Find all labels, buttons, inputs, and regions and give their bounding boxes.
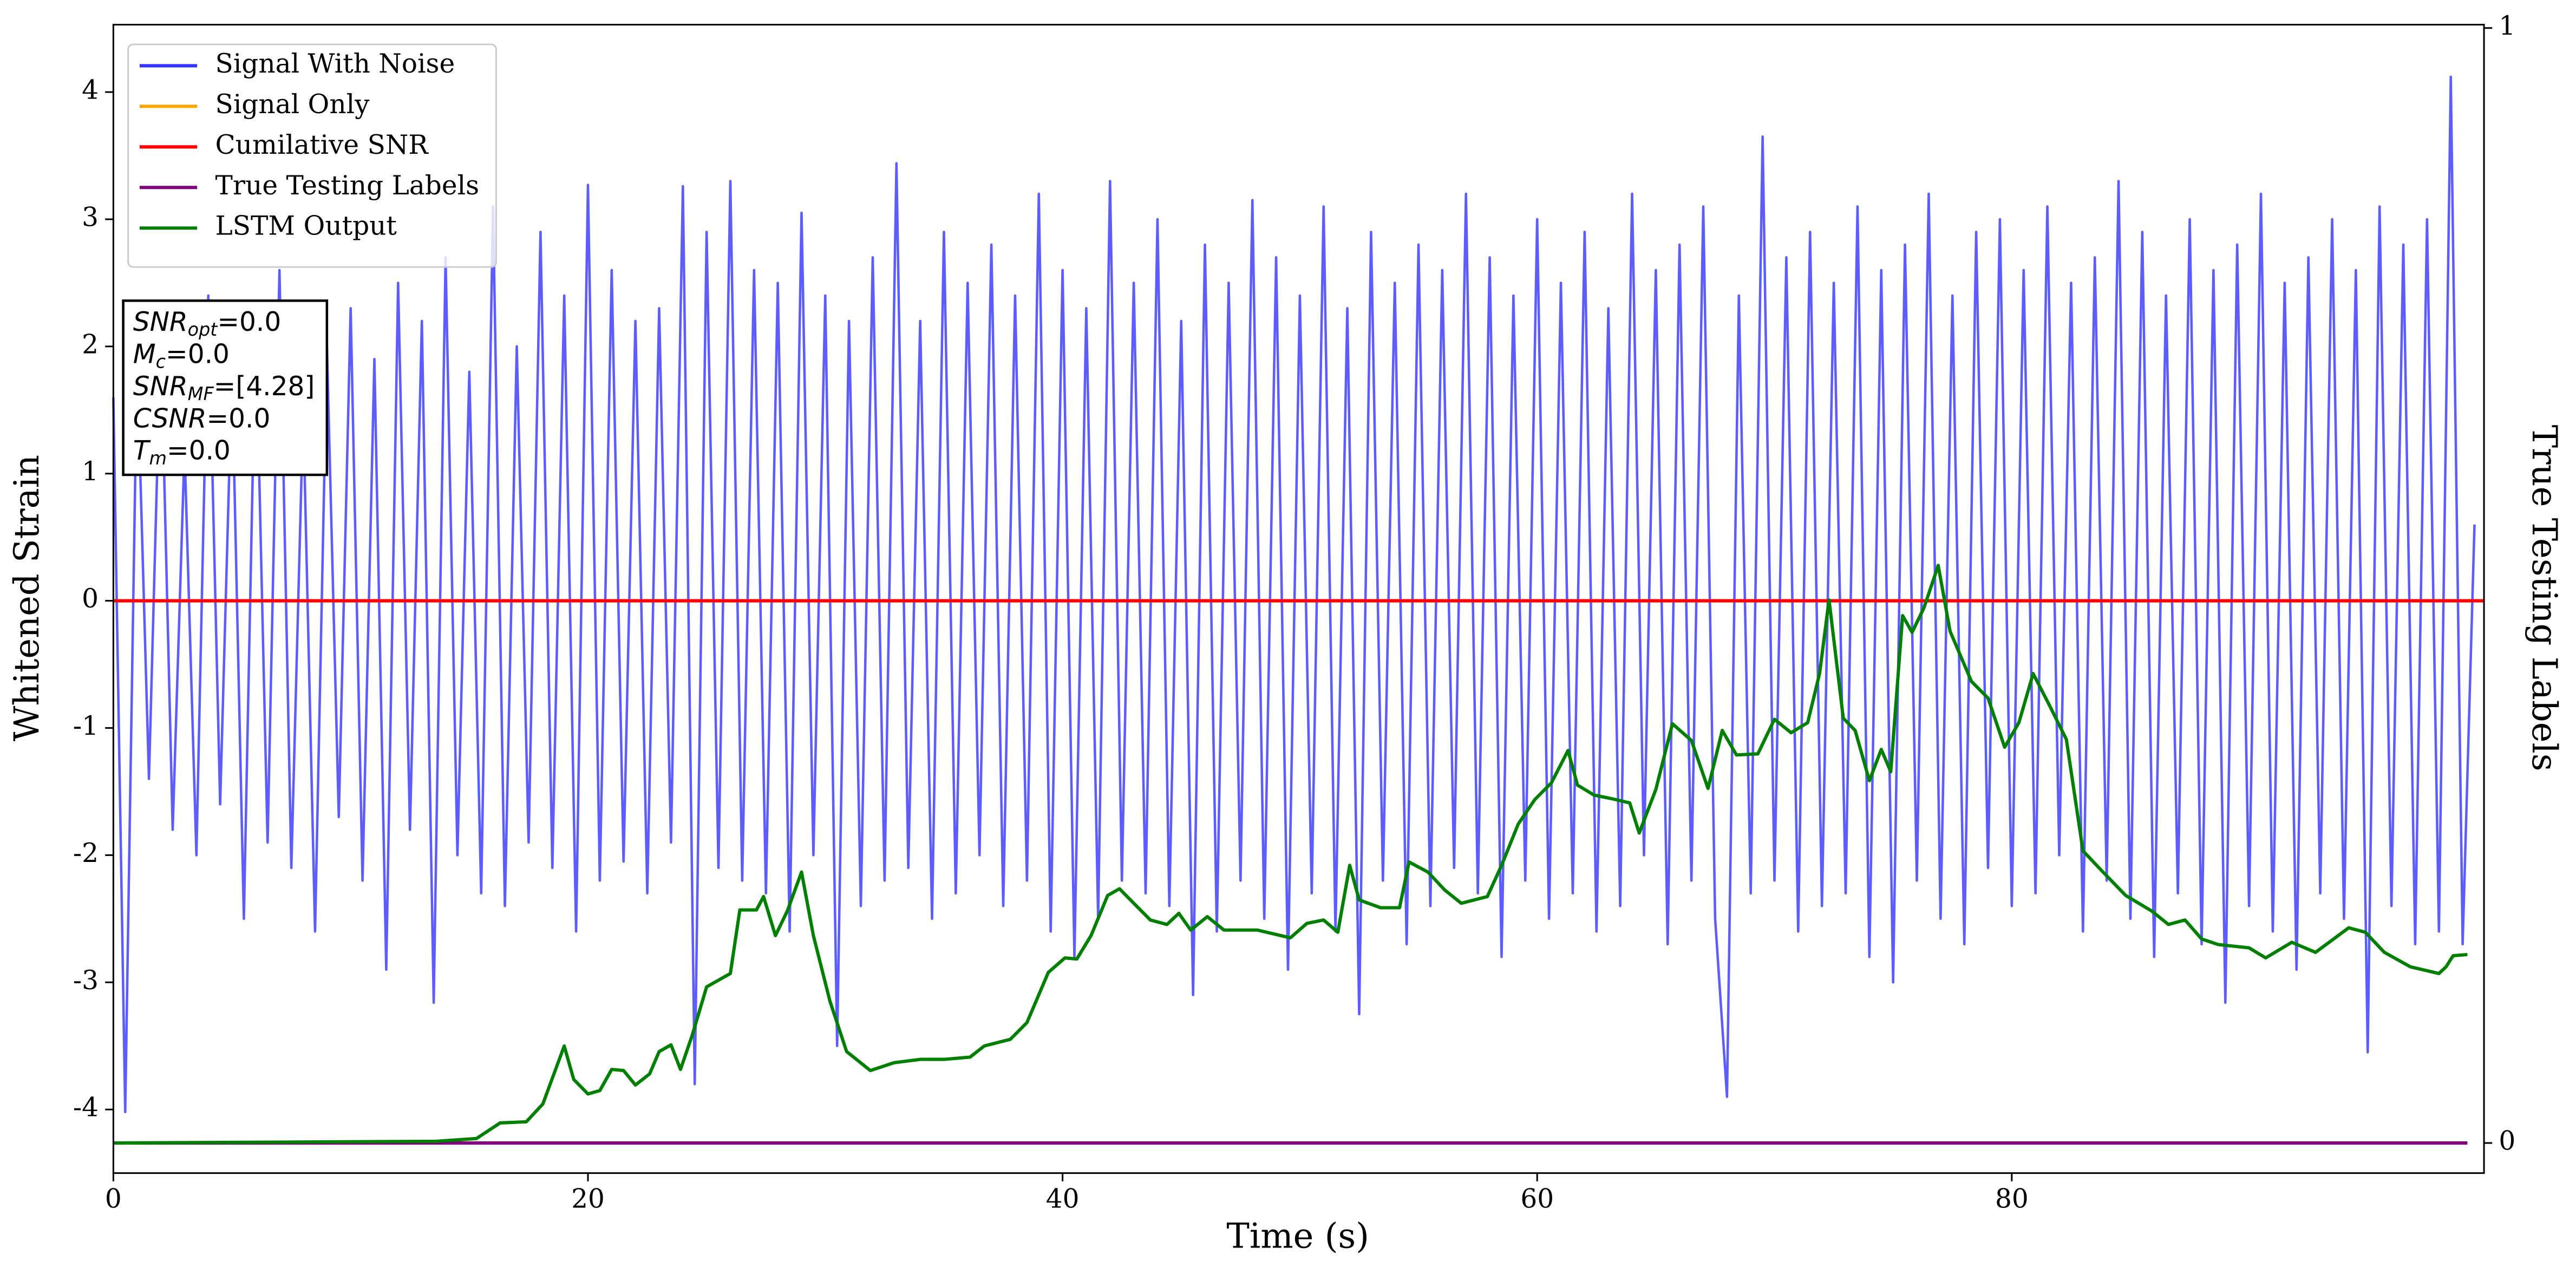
y2-tick-label: 1 (2499, 11, 2515, 41)
annotation-value: =0.0 (206, 403, 270, 434)
y-tick-label: 2 (82, 329, 99, 360)
annotation-value: =0.0 (167, 436, 231, 466)
annotation-value: =0.0 (166, 339, 230, 369)
annotation-box (122, 299, 329, 476)
y-axis-label: Whitened Strain (7, 455, 47, 741)
annotation-value: =[4.28] (214, 371, 315, 402)
annotation-subscript: opt (188, 318, 219, 339)
x-tick-label: 20 (571, 1184, 605, 1214)
y-tick-label: -2 (73, 838, 99, 868)
annotation-text: SNRMF=[4.28] (133, 371, 315, 404)
y-tick-label: 4 (82, 75, 99, 106)
y2-tick-label: 0 (2499, 1126, 2515, 1157)
series-line (112, 75, 2476, 1114)
annotation-symbol: SNR (133, 307, 188, 337)
annotation-symbol: SNR (133, 371, 188, 402)
annotation-subscript: m (149, 447, 167, 468)
legend-box (127, 43, 497, 268)
series-line (113, 564, 2468, 1145)
legend-label: LSTM Output (215, 211, 397, 241)
annotation-symbol: CSNR (133, 403, 207, 434)
annotation-text: CSNR=0.0 (133, 403, 271, 434)
annotation-symbol: T (133, 436, 151, 466)
legend-label: Signal Only (215, 89, 370, 120)
x-axis-label: Time (s) (1226, 1217, 1369, 1257)
y-tick-label: 0 (82, 584, 99, 614)
annotation-subscript: MF (188, 383, 214, 404)
x-tick-label: 60 (1520, 1184, 1554, 1214)
annotation-value: =0.0 (217, 307, 281, 337)
x-tick-label: 40 (1046, 1184, 1080, 1214)
legend-label: Cumilative SNR (215, 130, 429, 160)
annotation-subscript: c (156, 351, 166, 372)
y2-axis-label: True Testing Labels (2524, 425, 2564, 772)
annotation-text: Mc=0.0 (133, 339, 230, 372)
legend-label: True Testing Labels (215, 171, 480, 201)
plot-frame (112, 24, 2485, 1174)
annotation-text: SNRopt=0.0 (133, 307, 281, 340)
legend-label: Signal With Noise (215, 49, 455, 79)
y-tick-label: 3 (82, 202, 99, 232)
x-tick-label: 80 (1995, 1184, 2029, 1214)
annotation-symbol: M (133, 339, 156, 369)
y-tick-label: -1 (73, 711, 99, 741)
x-tick-label: 0 (105, 1184, 122, 1214)
y-tick-label: -3 (73, 965, 99, 996)
y-tick-label: -4 (73, 1093, 99, 1123)
annotation-text: Tm=0.0 (133, 436, 231, 469)
y-tick-label: 1 (82, 456, 99, 487)
